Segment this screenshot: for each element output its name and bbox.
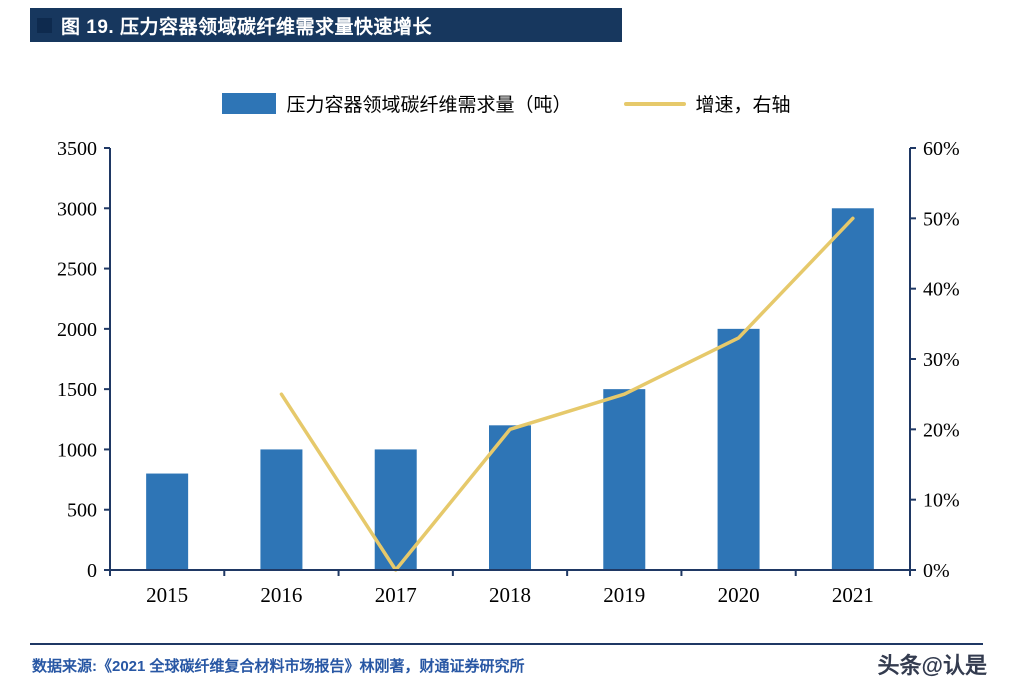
bar-2016 xyxy=(260,449,303,570)
category-label-2021: 2021 xyxy=(832,583,874,607)
legend-label-growth: 增速，右轴 xyxy=(695,95,791,116)
right-tick-label: 30% xyxy=(923,349,960,371)
category-label-2017: 2017 xyxy=(375,583,417,607)
growth-line xyxy=(279,216,855,572)
chart-canvas: 0 500 1000 1500 2000 2500 3000 3500 0% 10% 20% 30% 4… xyxy=(57,138,960,607)
data-source-note: 数据来源:《2021 全球碳纤维复合材料市场报告》林刚著，财通证券研究所 xyxy=(32,658,525,675)
chart-title: 图 19. 压力容器领域碳纤维需求量快速增长 xyxy=(61,16,432,38)
chart-title-bar: 图 19. 压力容器领域碳纤维需求量快速增长 xyxy=(30,8,622,42)
category-label-2019: 2019 xyxy=(603,583,645,607)
legend-line-swatch xyxy=(623,101,686,106)
right-tick-label: 60% xyxy=(923,138,960,160)
right-tick-label: 0% xyxy=(923,560,950,582)
legend-item-demand: 压力容器领域碳纤维需求量（吨） xyxy=(222,90,572,117)
left-tick-label: 3000 xyxy=(57,198,97,220)
left-tick-label: 0 xyxy=(87,560,97,582)
bar-2021 xyxy=(831,208,874,570)
legend-bar-swatch xyxy=(222,93,277,114)
left-tick-label: 2500 xyxy=(57,259,97,281)
right-tick-label: 20% xyxy=(923,419,960,441)
title-square-icon xyxy=(37,17,52,33)
bar-2015 xyxy=(146,473,189,570)
bar-2020 xyxy=(717,328,760,570)
category-label-2016: 2016 xyxy=(260,583,302,607)
right-tick-label: 40% xyxy=(923,279,960,301)
bar-2019 xyxy=(603,389,646,570)
right-tick-label: 10% xyxy=(923,490,960,512)
watermark-text: 头条@认是 xyxy=(877,653,987,678)
left-tick-label: 2000 xyxy=(57,319,97,341)
chart-legend: 压力容器领域碳纤维需求量（吨） 增速，右轴 xyxy=(0,90,1013,117)
chart-area: 0 500 1000 1500 2000 2500 3000 3500 0% 10% 20% 30% 4… xyxy=(0,122,1013,622)
left-tick-label: 3500 xyxy=(57,138,97,160)
bar-2018 xyxy=(489,425,531,570)
left-tick-label: 500 xyxy=(67,500,97,522)
category-label-2015: 2015 xyxy=(146,583,188,607)
footer-divider xyxy=(30,643,983,645)
category-label-2020: 2020 xyxy=(718,583,760,607)
left-tick-label: 1000 xyxy=(57,439,97,461)
left-tick-label: 1500 xyxy=(57,379,97,401)
right-tick-label: 50% xyxy=(923,208,960,230)
category-label-2018: 2018 xyxy=(489,583,531,607)
legend-label-demand: 压力容器领域碳纤维需求量（吨） xyxy=(286,95,572,116)
legend-item-growth: 增速，右轴 xyxy=(623,90,791,117)
